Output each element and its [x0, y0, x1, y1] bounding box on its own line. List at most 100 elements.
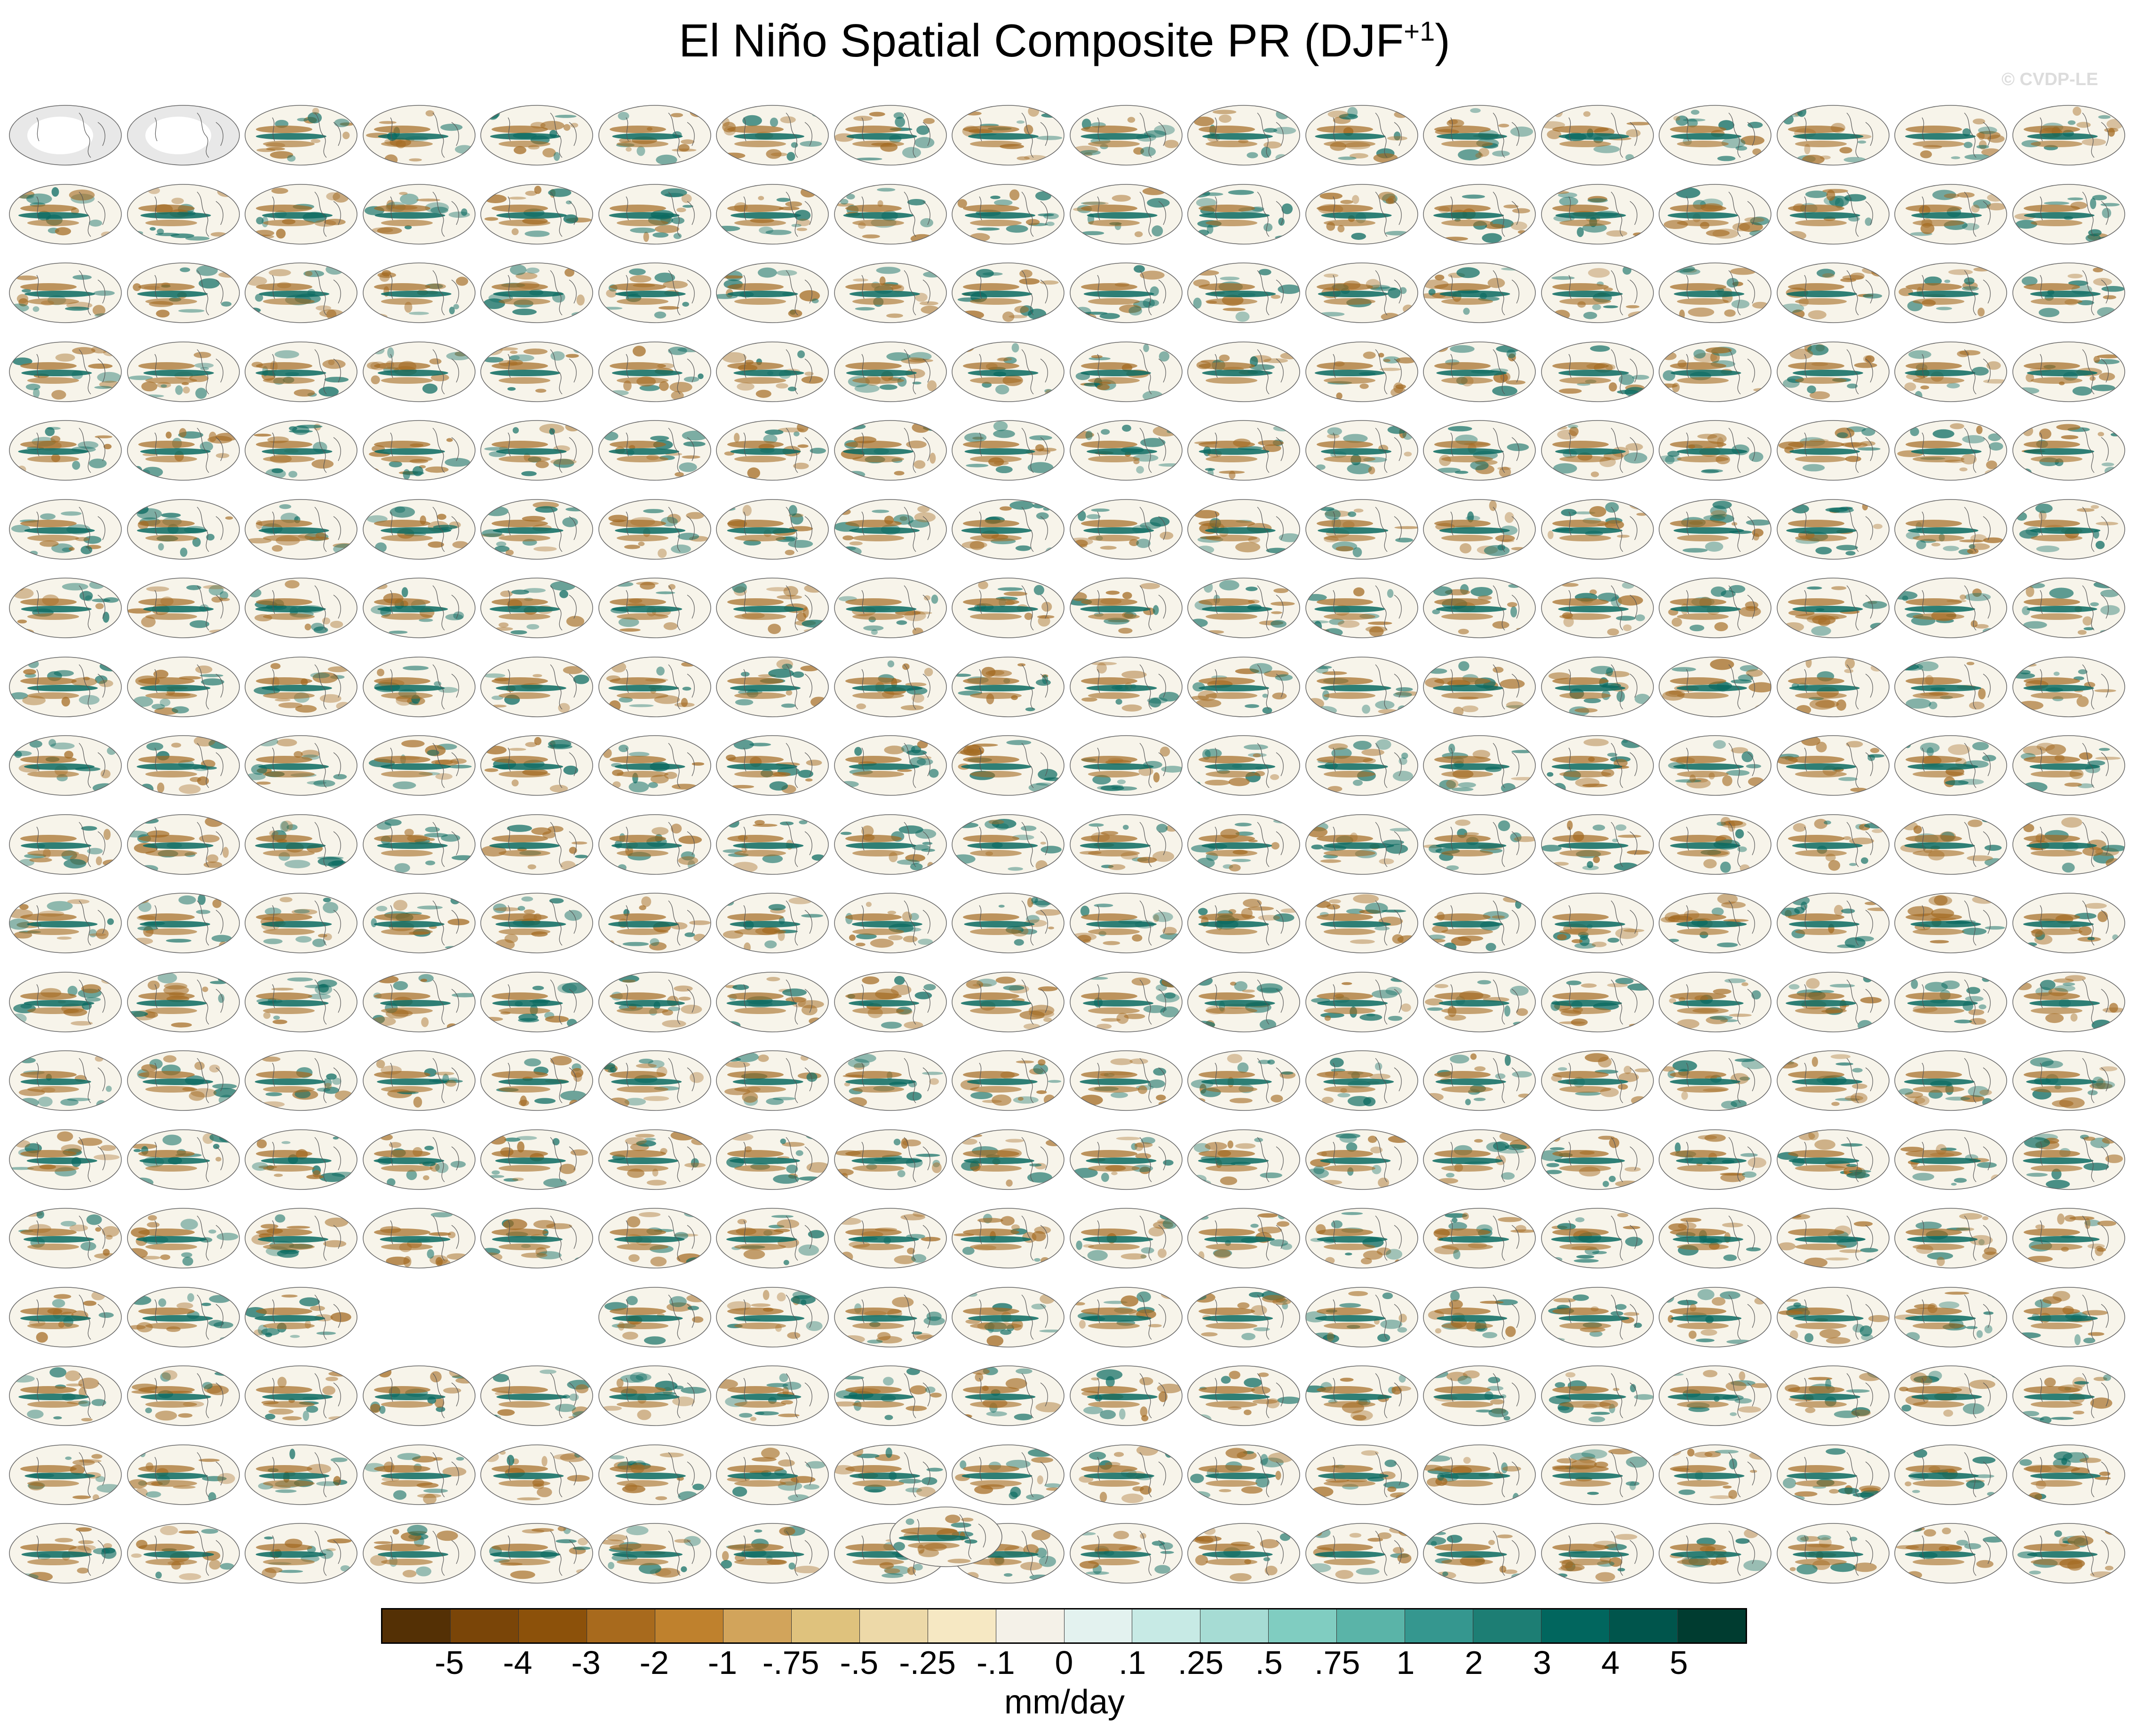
model-map-panel — [362, 340, 476, 404]
model-map-panel — [480, 891, 594, 955]
model-map-panel — [362, 498, 476, 561]
model-map-panel — [951, 419, 1065, 482]
model-map-panel — [1305, 655, 1419, 719]
model-map-panel — [1894, 103, 2008, 167]
model-map-panel — [1776, 1128, 1890, 1191]
panel-grid — [8, 103, 2126, 1585]
model-map-panel — [127, 1128, 240, 1191]
model-map-panel — [951, 498, 1065, 561]
colorbar-tick-label: 2 — [1464, 1644, 1483, 1681]
model-map-panel — [1894, 261, 2008, 325]
observation-map-panel — [8, 103, 122, 167]
colorbar-tick-label: -5 — [435, 1644, 464, 1681]
model-map-panel — [1422, 1128, 1536, 1191]
model-map-panel — [1541, 261, 1654, 325]
model-map-panel — [8, 498, 122, 561]
model-map-panel — [1894, 1206, 2008, 1270]
model-map-panel — [2012, 1443, 2126, 1506]
colorbar-swatch — [518, 1609, 587, 1642]
colorbar-swatch — [1132, 1609, 1201, 1642]
model-map-panel — [1776, 576, 1890, 640]
model-map-panel — [1894, 1049, 2008, 1112]
model-map-panel — [951, 182, 1065, 246]
model-map-panel — [1658, 1285, 1772, 1349]
model-map-panel — [1776, 1364, 1890, 1427]
model-map-panel — [1069, 1128, 1183, 1191]
model-map-panel — [127, 970, 240, 1034]
colorbar-tick-label: 3 — [1533, 1644, 1551, 1681]
model-map-panel — [834, 1285, 947, 1349]
model-map-panel — [1305, 1285, 1419, 1349]
model-map-panel — [1541, 1128, 1654, 1191]
model-map-panel — [1069, 182, 1183, 246]
model-map-panel — [834, 891, 947, 955]
model-map-panel — [1894, 1522, 2008, 1585]
model-map-panel — [8, 1443, 122, 1506]
model-map-panel — [2012, 734, 2126, 797]
model-map-panel — [1541, 1285, 1654, 1349]
model-map-panel — [2012, 813, 2126, 876]
model-map-panel — [244, 576, 358, 640]
colorbar-swatch — [450, 1609, 519, 1642]
model-map-panel — [1894, 340, 2008, 404]
model-map-panel — [1541, 340, 1654, 404]
model-map-panel — [834, 655, 947, 719]
model-map-panel — [1305, 419, 1419, 482]
model-map-panel — [244, 1522, 358, 1585]
model-map-panel — [1422, 498, 1536, 561]
model-map-panel — [1776, 498, 1890, 561]
model-map-panel — [598, 576, 712, 640]
model-map-panel — [1658, 813, 1772, 876]
model-map-panel — [1658, 970, 1772, 1034]
model-map-panel — [1776, 813, 1890, 876]
colorbar-swatch — [1200, 1609, 1269, 1642]
model-map-panel — [1069, 1522, 1183, 1585]
model-map-panel — [8, 261, 122, 325]
model-map-panel — [1658, 1206, 1772, 1270]
model-map-panel — [8, 1285, 122, 1349]
model-map-panel — [1776, 182, 1890, 246]
model-map-panel — [1541, 734, 1654, 797]
model-map-panel — [480, 261, 594, 325]
watermark: © CVDP-LE — [2002, 70, 2098, 89]
model-map-panel — [715, 1443, 829, 1506]
colorbar-tick-label: -.1 — [976, 1644, 1015, 1681]
model-map-panel — [2012, 970, 2126, 1034]
model-map-panel — [715, 182, 829, 246]
colorbar-tick-label: 0 — [1055, 1644, 1073, 1681]
model-map-panel — [834, 1443, 947, 1506]
model-map-panel — [2012, 340, 2126, 404]
model-map-panel — [598, 655, 712, 719]
model-map-panel — [1422, 1285, 1536, 1349]
model-map-panel — [480, 340, 594, 404]
model-map-panel — [1187, 1206, 1301, 1270]
model-map-panel — [127, 340, 240, 404]
model-map-panel — [1422, 1049, 1536, 1112]
model-map-panel — [1776, 655, 1890, 719]
model-map-panel — [480, 970, 594, 1034]
model-map-panel — [1305, 340, 1419, 404]
model-map-panel — [8, 1522, 122, 1585]
model-map-panel — [1658, 419, 1772, 482]
model-map-panel — [2012, 1364, 2126, 1427]
model-map-panel — [127, 1364, 240, 1427]
colorbar-swatch — [1473, 1609, 1542, 1642]
model-map-panel — [244, 103, 358, 167]
colorbar-tick-label: .5 — [1255, 1644, 1283, 1681]
model-map-panel — [951, 1128, 1065, 1191]
model-map-panel — [598, 182, 712, 246]
model-map-panel — [1658, 1049, 1772, 1112]
model-map-panel — [1541, 891, 1654, 955]
model-map-panel — [362, 1443, 476, 1506]
model-map-panel — [598, 891, 712, 955]
colorbar-tick-label: -3 — [571, 1644, 601, 1681]
model-map-panel — [480, 1364, 594, 1427]
model-map-panel — [244, 261, 358, 325]
model-map-panel — [127, 1049, 240, 1112]
model-map-panel — [1069, 734, 1183, 797]
model-map-panel — [1305, 576, 1419, 640]
model-map-panel — [715, 419, 829, 482]
model-map-panel — [127, 576, 240, 640]
model-map-panel — [8, 1128, 122, 1191]
model-map-panel — [715, 1364, 829, 1427]
